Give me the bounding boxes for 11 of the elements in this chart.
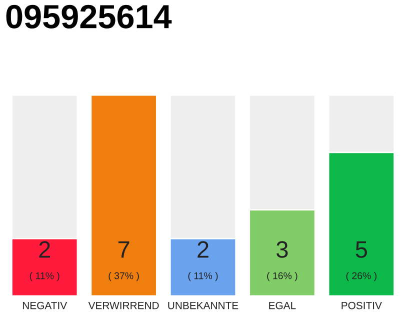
x-tick-label: POSITIV [342, 302, 382, 310]
data-label: 2 ( 11% ) [30, 241, 60, 282]
x-tick-label: EGAL [269, 302, 296, 310]
x-tick-label: NEGATIV [22, 302, 68, 310]
chart-title: 095925614 [6, 4, 172, 28]
x-tick-label: VERWIRREND [88, 302, 159, 310]
data-label: 2 ( 11% ) [188, 241, 218, 282]
data-label: 3 ( 16% ) [267, 241, 298, 282]
data-label: 5 ( 26% ) [346, 241, 376, 282]
data-label: 7 ( 37% ) [108, 241, 139, 282]
x-tick-label: UNBEKANNTE [168, 302, 238, 310]
